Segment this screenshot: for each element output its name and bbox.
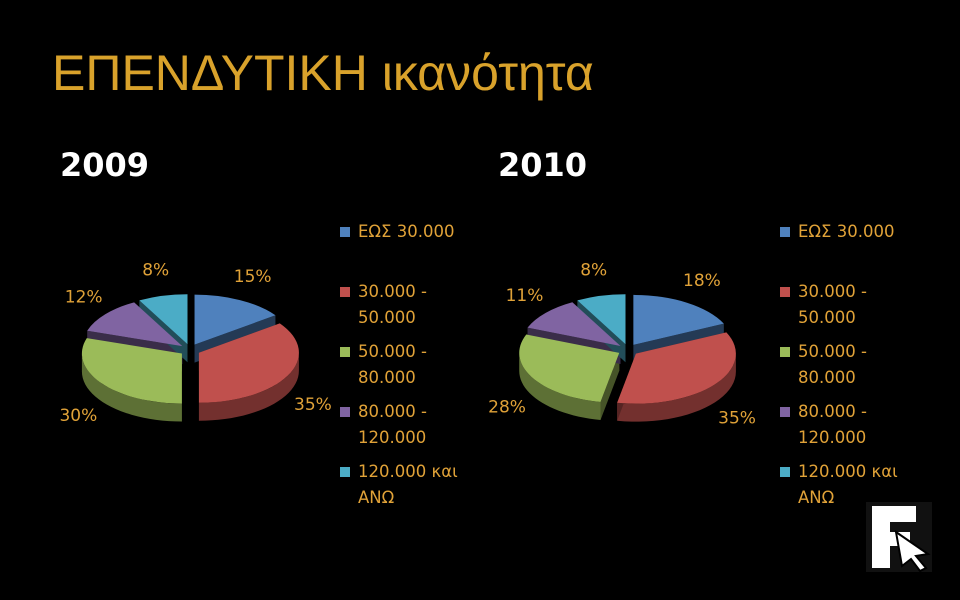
legend-swatch (340, 467, 350, 477)
slice (519, 334, 620, 403)
legend-item: ΕΩΣ 30.000 (780, 219, 910, 245)
data-label: 8% (580, 261, 607, 281)
slice (139, 294, 188, 345)
legend-label: 120.000 και ΑΝΩ (358, 462, 458, 507)
data-label: 35% (718, 408, 756, 428)
data-label: 15% (234, 267, 272, 287)
data-label: 30% (59, 406, 97, 426)
chart-title: 2010 (498, 146, 588, 184)
legend-item: 80.000 - 120.000 (340, 399, 470, 451)
slice (198, 323, 299, 403)
data-label: 18% (683, 271, 721, 291)
legend-swatch (340, 287, 350, 297)
legend-label: 80.000 - 120.000 (798, 402, 867, 447)
legend-item: 80.000 - 120.000 (780, 399, 910, 451)
legend-label: ΕΩΣ 30.000 (358, 222, 455, 241)
legend-label: ΕΩΣ 30.000 (798, 222, 895, 241)
slice-side (81, 353, 182, 422)
legend-item: 30.000 - 50.000 (340, 279, 470, 331)
legend-label: 120.000 και ΑΝΩ (798, 462, 898, 507)
slice (577, 294, 626, 345)
legend-item: 120.000 και ΑΝΩ (780, 459, 910, 511)
legend-label: 30.000 - 50.000 (358, 282, 427, 327)
data-label: 35% (294, 395, 332, 415)
data-label: 12% (65, 288, 103, 308)
legend-item: 120.000 και ΑΝΩ (340, 459, 470, 511)
legend-swatch (340, 347, 350, 357)
slide-title: ΕΠΕΝΔΥΤΙΚΗ ικανότητα (52, 45, 594, 101)
legend-item: 50.000 - 80.000 (340, 339, 470, 391)
legend-item: ΕΩΣ 30.000 (340, 219, 470, 245)
data-label: 11% (506, 286, 544, 306)
legend-label: 50.000 - 80.000 (798, 342, 867, 387)
chart-title: 2009 (60, 146, 150, 184)
legend-swatch (780, 227, 790, 237)
slice-tops (81, 294, 299, 404)
legend-item: 50.000 - 80.000 (780, 339, 910, 391)
slice-side (617, 353, 736, 422)
slice (527, 302, 621, 347)
slice-side (519, 352, 601, 421)
legend-swatch (340, 407, 350, 417)
legend-swatch (780, 287, 790, 297)
data-label: 8% (142, 261, 169, 281)
slice (194, 294, 276, 345)
slice-tops (519, 294, 736, 404)
legend-swatch (340, 227, 350, 237)
legend-item: 30.000 - 50.000 (780, 279, 910, 331)
slice (633, 294, 724, 345)
legend-label: 50.000 - 80.000 (358, 342, 427, 387)
legend-label: 80.000 - 120.000 (358, 402, 427, 447)
slice (617, 332, 736, 404)
legend-swatch (780, 467, 790, 477)
slice (81, 338, 182, 404)
legend-label: 30.000 - 50.000 (798, 282, 867, 327)
slice (87, 302, 183, 347)
logo (866, 502, 932, 573)
slice-side (198, 352, 299, 421)
data-label: 28% (488, 398, 526, 418)
legend-swatch (780, 407, 790, 417)
legend-swatch (780, 347, 790, 357)
